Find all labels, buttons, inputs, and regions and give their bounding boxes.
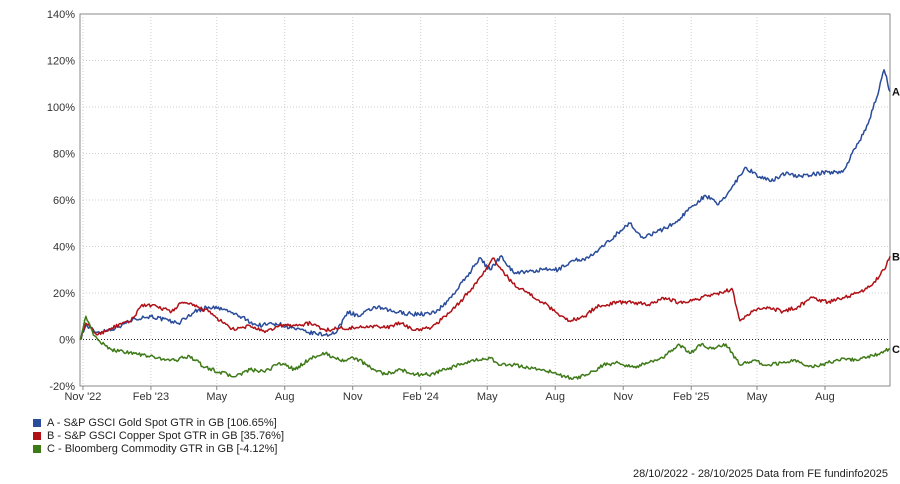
series-end-label-c: C [892,344,900,356]
legend-item-a: A - S&P GSCI Gold Spot GTR in GB [106.65… [33,416,284,429]
x-tick-label: May [206,391,227,403]
x-tick-label: Aug [815,391,835,403]
x-tick-label: Feb '23 [133,391,169,403]
x-tick-label: Feb '24 [403,391,439,403]
y-tick-label: -20% [49,381,75,393]
series: A B C [79,69,900,380]
legend-label-b: B - S&P GSCI Copper Spot GTR in GB [35.7… [47,429,285,442]
y-tick-label: 0% [59,335,75,347]
x-tick-label: Aug [545,391,565,403]
y-tick-label: 140% [47,9,75,21]
legend-swatch-a [33,418,41,427]
x-tick-label: Nov [613,391,633,403]
y-tick-label: 120% [47,56,75,68]
series-line-b [79,256,891,340]
legend-swatch-b [33,431,41,440]
series-line-c [79,315,891,380]
x-tick-label: Nov '22 [64,391,101,403]
x-tick-label: May [477,391,498,403]
series-end-label-b: B [892,251,900,263]
axes: 140% 120% 100% 80% 60% 40% 20% 0% -20%Nov '22 Feb… [47,9,835,403]
x-tick-label: Feb '25 [673,391,709,403]
y-tick-label: 40% [53,242,75,254]
x-tick-label: Nov [343,391,363,403]
legend: A - S&P GSCI Gold Spot GTR in GB [106.65… [33,416,284,455]
series-line-a [79,69,891,341]
grid [80,14,890,386]
y-tick-label: 100% [47,102,75,114]
legend-item-c: C - Bloomberg Commodity GTR in GB [-4.12… [33,442,284,455]
y-tick-label: 60% [53,195,75,207]
x-tick-label: May [747,391,768,403]
date-range-source-note: 28/10/2022 - 28/10/2025 Data from FE fun… [632,468,888,480]
series-end-label-a: A [892,87,900,99]
x-tick-label: Aug [275,391,295,403]
performance-chart: 140% 120% 100% 80% 60% 40% 20% 0% -20%Nov '22 Feb… [47,9,900,403]
y-tick-label: 80% [53,149,75,161]
legend-label-c: C - Bloomberg Commodity GTR in GB [-4.12… [47,442,278,455]
y-tick-label: 20% [53,288,75,300]
legend-label-a: A - S&P GSCI Gold Spot GTR in GB [106.65… [47,416,277,429]
legend-swatch-c [33,444,41,453]
legend-item-b: B - S&P GSCI Copper Spot GTR in GB [35.7… [33,429,284,442]
